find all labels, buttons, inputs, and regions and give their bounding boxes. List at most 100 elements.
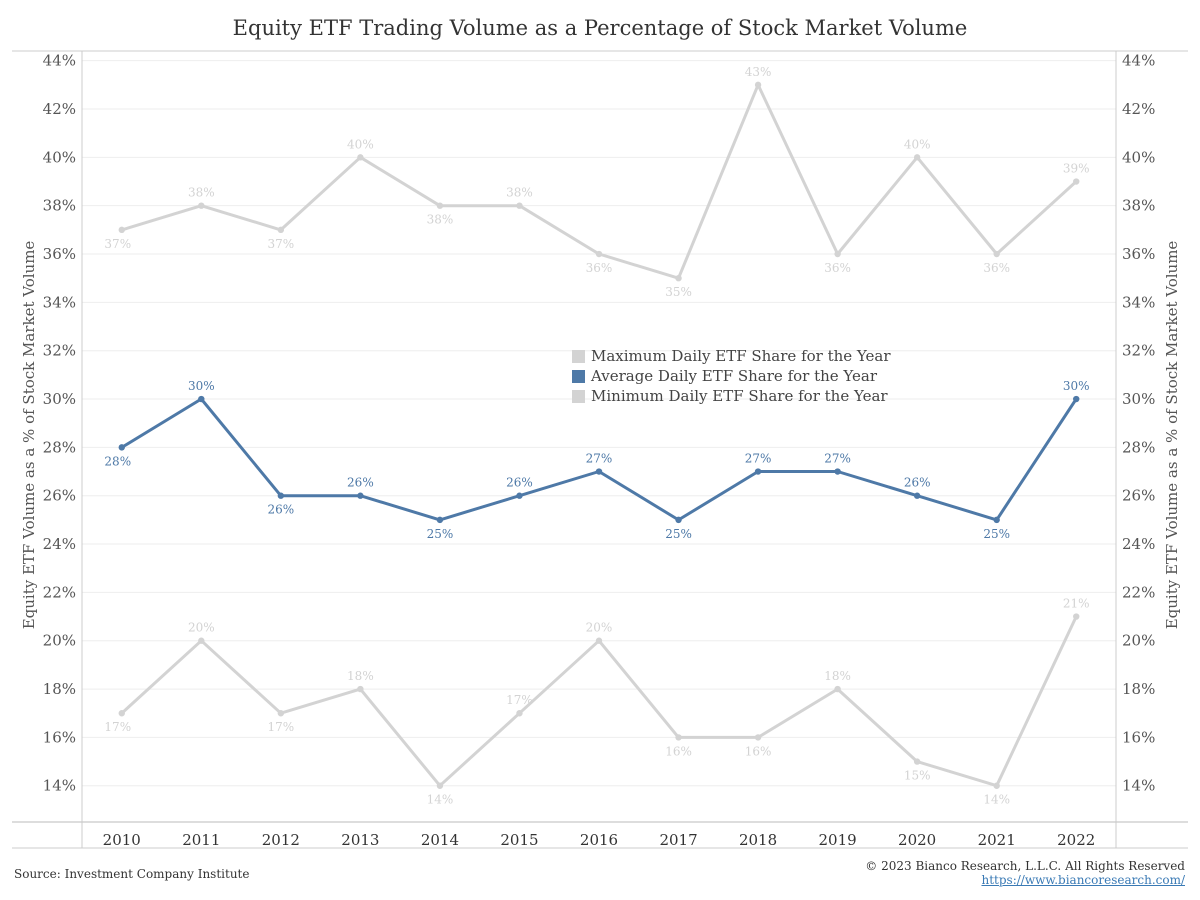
data-point-min[interactable] [675, 734, 682, 741]
data-point-min[interactable] [198, 637, 205, 644]
data-point-max[interactable] [436, 202, 444, 209]
y-tick-label-right: 28% [1122, 438, 1155, 456]
data-label-min: 17% [506, 693, 533, 707]
data-point-max[interactable] [913, 154, 921, 161]
y-tick-label-right: 26% [1122, 487, 1155, 505]
data-point-average[interactable] [754, 468, 762, 475]
data-label-min: 15% [904, 769, 931, 783]
data-point-max[interactable] [357, 154, 364, 161]
data-point-average[interactable] [1073, 395, 1080, 403]
y-tick-label-left: 40% [43, 148, 76, 166]
x-tick-label: 2012 [262, 831, 300, 849]
data-point-average[interactable] [913, 492, 921, 499]
data-point-min[interactable] [516, 710, 523, 717]
y-tick-label-left: 16% [43, 728, 76, 746]
data-point-min[interactable] [118, 710, 125, 717]
data-label-average: 25% [665, 527, 692, 541]
data-point-min[interactable] [913, 758, 921, 765]
data-label-max: 40% [904, 137, 931, 151]
data-point-average[interactable] [436, 516, 444, 524]
data-point-max[interactable] [118, 226, 125, 234]
data-point-min[interactable] [1073, 613, 1080, 620]
data-point-max[interactable] [993, 250, 1000, 258]
x-tick-label: 2011 [182, 831, 220, 849]
data-label-max: 35% [665, 285, 692, 299]
data-point-min[interactable] [834, 685, 841, 693]
data-label-min: 18% [347, 669, 374, 683]
data-point-min[interactable] [595, 637, 603, 644]
legend-label-max: Maximum Daily ETF Share for the Year [591, 347, 891, 365]
data-label-average: 26% [347, 476, 374, 490]
chart-title: Equity ETF Trading Volume as a Percentag… [232, 16, 968, 40]
y-tick-label-left: 30% [43, 390, 76, 408]
y-tick-label-left: 18% [43, 680, 76, 698]
data-label-average: 27% [586, 452, 613, 466]
y-tick-label-right: 32% [1122, 342, 1155, 360]
data-point-average[interactable] [357, 492, 364, 499]
data-label-max: 39% [1063, 162, 1090, 176]
y-tick-label-right: 24% [1122, 535, 1155, 553]
x-tick-label: 2021 [978, 831, 1016, 849]
data-label-min: 17% [104, 720, 131, 734]
data-point-average[interactable] [118, 444, 125, 451]
data-point-max[interactable] [754, 81, 762, 89]
y-tick-label-right: 20% [1122, 632, 1155, 650]
series-line-max [121, 83, 1078, 280]
data-point-average[interactable] [516, 492, 523, 499]
data-point-max[interactable] [1073, 178, 1080, 185]
y-tick-label-left: 20% [43, 632, 76, 650]
y-tick-label-left: 42% [43, 100, 76, 118]
data-point-max[interactable] [675, 274, 682, 282]
data-label-max: 43% [745, 65, 772, 79]
data-label-max: 36% [824, 261, 851, 275]
legend-item-min[interactable]: Minimum Daily ETF Share for the Year [572, 386, 891, 406]
data-point-average[interactable] [993, 516, 1000, 524]
data-point-min[interactable] [357, 685, 364, 693]
data-point-min[interactable] [277, 710, 285, 717]
x-tick-label: 2015 [500, 831, 538, 849]
data-label-max: 38% [188, 186, 215, 200]
data-label-min: 20% [586, 621, 613, 635]
y-tick-label-left: 36% [43, 245, 76, 263]
data-label-average: 25% [427, 527, 454, 541]
data-label-max: 38% [506, 186, 533, 200]
website-link[interactable]: https://www.biancoresearch.com/ [981, 873, 1185, 887]
data-point-max[interactable] [595, 250, 603, 258]
data-point-min[interactable] [754, 734, 762, 741]
data-point-average[interactable] [675, 516, 682, 524]
data-point-average[interactable] [595, 468, 603, 475]
data-point-max[interactable] [277, 226, 285, 234]
legend-item-max[interactable]: Maximum Daily ETF Share for the Year [572, 346, 891, 366]
x-tick-label: 2018 [739, 831, 777, 849]
data-label-min: 21% [1063, 597, 1090, 611]
data-point-min[interactable] [436, 782, 444, 789]
data-point-min[interactable] [993, 782, 1000, 789]
data-label-min: 16% [745, 744, 772, 758]
source-note: Source: Investment Company Institute [14, 867, 250, 881]
data-label-min: 20% [188, 621, 215, 635]
y-tick-label-left: 34% [43, 293, 76, 311]
data-point-average[interactable] [834, 468, 841, 475]
y-tick-label-left: 24% [43, 535, 76, 553]
y-tick-label-left: 26% [43, 487, 76, 505]
x-tick-label: 2010 [103, 831, 141, 849]
x-tick-label: 2013 [341, 831, 379, 849]
y-tick-label-right: 16% [1122, 728, 1155, 746]
data-label-max: 38% [427, 213, 454, 227]
legend-swatch-average [572, 369, 585, 383]
y-tick-label-left: 44% [43, 52, 76, 70]
legend-item-average[interactable]: Average Daily ETF Share for the Year [572, 366, 891, 386]
y-tick-label-left: 28% [43, 438, 76, 456]
data-label-max: 36% [586, 261, 613, 275]
data-point-average[interactable] [277, 492, 285, 499]
y-tick-label-left: 22% [43, 583, 76, 601]
data-label-min: 17% [268, 720, 295, 734]
data-point-average[interactable] [198, 395, 205, 403]
data-point-max[interactable] [516, 202, 523, 209]
legend: Maximum Daily ETF Share for the Year Ave… [572, 346, 891, 406]
data-point-max[interactable] [834, 250, 841, 258]
data-label-min: 14% [427, 793, 454, 807]
y-tick-label-right: 42% [1122, 100, 1155, 118]
data-point-max[interactable] [198, 202, 205, 209]
